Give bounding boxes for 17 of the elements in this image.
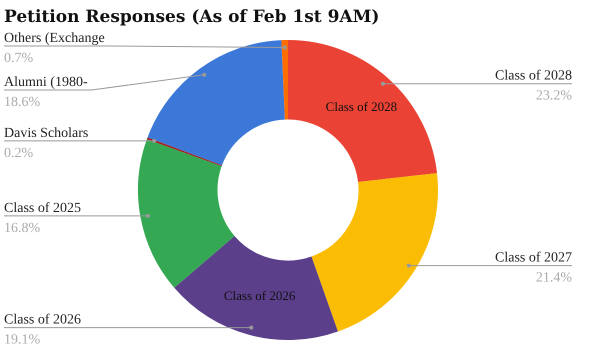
slice-label: Class of 2027: [495, 250, 572, 266]
data-label: 21.4%: [536, 270, 572, 286]
data-label: 18.6%: [4, 95, 40, 110]
slice-label: Others (Exchange: [4, 31, 105, 46]
slice-label: Class of 2026: [4, 312, 81, 328]
data-label: 19.1%: [4, 332, 40, 347]
data-label: 16.8%: [4, 220, 40, 236]
slice-label: Class of 2028: [326, 99, 398, 114]
data-label: 0.2%: [4, 146, 34, 161]
slice-label: Alumni (1980-: [4, 75, 88, 90]
data-label: 0.7%: [4, 51, 34, 66]
slice-label: Class of 2028: [495, 68, 572, 84]
chart-title: Petition Responses (As of Feb 1st 9AM): [4, 7, 380, 27]
slice-label: Davis Scholars: [4, 126, 88, 141]
data-label: 23.2%: [536, 88, 572, 104]
slice-label: Class of 2026: [224, 288, 296, 303]
slice-label: Class of 2025: [4, 200, 81, 216]
